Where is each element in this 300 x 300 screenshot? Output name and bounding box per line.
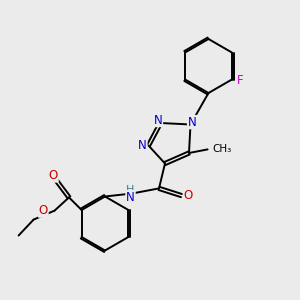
Text: H: H — [126, 185, 135, 195]
Text: N: N — [138, 139, 147, 152]
Text: O: O — [39, 204, 48, 217]
Text: N: N — [188, 116, 196, 129]
Text: CH₃: CH₃ — [212, 144, 232, 154]
Text: O: O — [184, 189, 193, 202]
Text: N: N — [126, 190, 135, 204]
Text: F: F — [237, 74, 244, 88]
Text: N: N — [154, 113, 163, 127]
Text: O: O — [49, 169, 58, 182]
